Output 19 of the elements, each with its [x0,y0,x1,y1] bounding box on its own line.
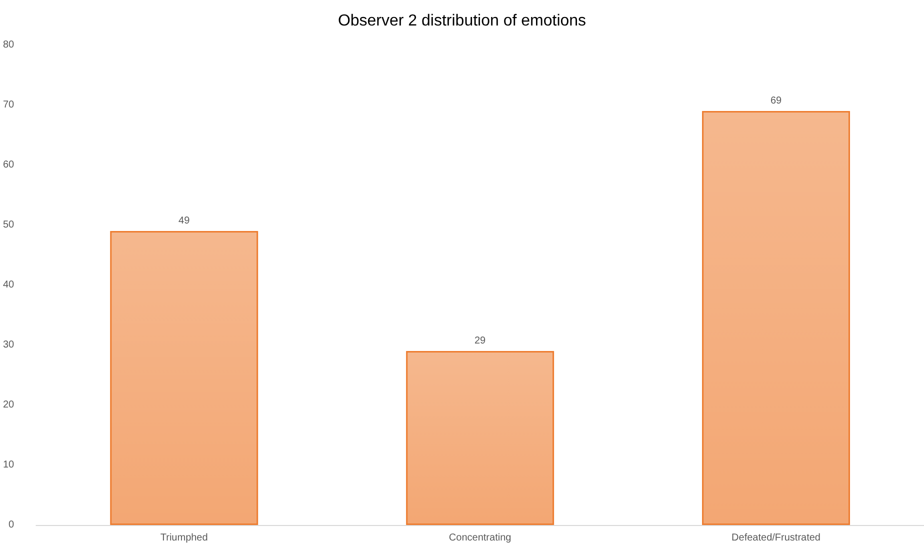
y-tick-label: 60 [3,160,15,170]
chart-title: Observer 2 distribution of emotions [338,12,586,30]
x-tick-label: Triumphed [160,532,208,544]
bar [110,231,258,525]
y-tick-label: 20 [3,400,15,410]
data-label: 29 [474,336,486,346]
y-tick-label: 0 [8,520,15,530]
y-tick-label: 10 [3,460,15,470]
y-tick-label: 50 [3,220,15,230]
data-label: 49 [178,216,190,226]
data-label: 69 [770,96,782,106]
y-tick-label: 70 [3,100,15,110]
bar [702,111,850,525]
y-tick-label: 40 [3,280,15,290]
y-tick-label: 80 [3,40,15,50]
x-tick-label: Defeated/Frustrated [732,532,820,544]
bar [406,351,554,525]
y-tick-label: 30 [3,340,15,350]
x-tick-label: Concentrating [448,532,512,544]
